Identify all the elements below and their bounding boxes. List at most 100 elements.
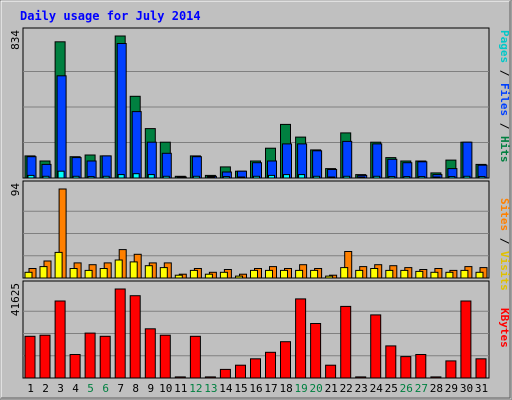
bar-sites-day-3 bbox=[54, 251, 63, 279]
y-max-label-1: 834 bbox=[9, 30, 22, 50]
svg-text:Sites / Visits: Sites / Visits bbox=[498, 198, 511, 291]
x-label-day-21: 21 bbox=[325, 382, 338, 395]
bar-sites-day-1 bbox=[24, 271, 33, 279]
bar-pages-day-24 bbox=[373, 175, 381, 179]
bar-pages-day-5 bbox=[87, 176, 95, 179]
bar-files-day-20 bbox=[312, 150, 323, 179]
bar-pages-day-30 bbox=[463, 175, 471, 179]
bar-sites-day-7 bbox=[114, 259, 123, 279]
bar-pages-day-1 bbox=[27, 174, 35, 179]
x-label-day-17: 17 bbox=[264, 382, 277, 395]
bar-files-day-22 bbox=[342, 140, 353, 179]
bar-pages-day-2 bbox=[42, 175, 50, 179]
bar-sites-day-2 bbox=[39, 266, 48, 279]
x-label-day-5: 5 bbox=[87, 382, 94, 395]
legend-sites-visits: Sites / Visits bbox=[498, 198, 511, 291]
bar-kbytes-day-14 bbox=[219, 368, 231, 379]
x-label-day-10: 10 bbox=[159, 382, 172, 395]
bar-pages-day-20 bbox=[313, 175, 321, 179]
bar-kbytes-day-25 bbox=[385, 345, 397, 379]
bar-files-day-26 bbox=[402, 162, 413, 179]
bar-pages-day-9 bbox=[147, 174, 155, 179]
bar-sites-day-21 bbox=[325, 275, 334, 279]
x-label-day-16: 16 bbox=[249, 382, 262, 395]
bar-kbytes-day-18 bbox=[280, 341, 291, 379]
bar-pages-day-17 bbox=[268, 174, 275, 179]
x-label-day-20: 20 bbox=[309, 382, 322, 395]
bar-pages-day-6 bbox=[102, 175, 110, 179]
bar-sites-day-10 bbox=[159, 267, 168, 279]
bar-kbytes-day-24 bbox=[370, 314, 382, 379]
x-label-day-13: 13 bbox=[204, 382, 217, 395]
bar-pages-day-10 bbox=[162, 175, 170, 179]
x-label-day-18: 18 bbox=[279, 382, 292, 395]
bar-pages-day-28 bbox=[433, 176, 441, 179]
bar-pages-day-19 bbox=[298, 174, 306, 179]
bar-kbytes-day-16 bbox=[250, 358, 261, 379]
bar-sites-day-25 bbox=[385, 269, 394, 279]
bar-kbytes-day-27 bbox=[415, 354, 427, 379]
x-label-day-14: 14 bbox=[219, 382, 233, 395]
bar-pages-day-26 bbox=[403, 176, 411, 179]
bar-kbytes-day-7 bbox=[114, 288, 126, 379]
bar-files-day-16 bbox=[252, 162, 262, 179]
bar-pages-day-4 bbox=[72, 175, 80, 179]
x-label-day-3: 3 bbox=[57, 382, 64, 395]
bar-kbytes-day-28 bbox=[430, 376, 442, 379]
bar-pages-day-7 bbox=[117, 174, 125, 179]
legend-kbytes-label: KBytes bbox=[498, 308, 511, 348]
bar-sites-day-13 bbox=[204, 273, 213, 279]
bar-sites-day-11 bbox=[174, 274, 183, 279]
bar-kbytes-day-19 bbox=[295, 298, 307, 379]
bar-files-day-6 bbox=[101, 155, 112, 179]
bar-pages-day-11 bbox=[177, 176, 185, 179]
x-label-day-24: 24 bbox=[370, 382, 384, 395]
bar-kbytes-day-3 bbox=[54, 300, 66, 379]
bar-kbytes-day-15 bbox=[235, 364, 246, 379]
x-label-day-30: 30 bbox=[460, 382, 473, 395]
bar-kbytes-day-12 bbox=[189, 335, 201, 379]
bar-kbytes-day-31 bbox=[475, 358, 487, 379]
bar-sites-day-17 bbox=[265, 269, 273, 279]
bar-files-day-7 bbox=[116, 43, 127, 179]
bar-pages-day-22 bbox=[343, 175, 351, 179]
bar-kbytes-day-4 bbox=[69, 354, 81, 379]
bar-files-day-9 bbox=[146, 141, 157, 179]
bar-pages-day-15 bbox=[238, 176, 245, 179]
legend-visits: Visits bbox=[498, 251, 511, 291]
svg-text:KBytes: KBytes bbox=[498, 308, 511, 348]
bar-kbytes-day-6 bbox=[99, 335, 111, 379]
bar-kbytes-day-20 bbox=[310, 323, 322, 379]
x-label-day-1: 1 bbox=[27, 382, 34, 395]
bar-files-day-8 bbox=[131, 111, 142, 179]
bar-kbytes-day-29 bbox=[445, 360, 457, 379]
bar-pages-day-16 bbox=[253, 175, 260, 179]
bar-sites-day-15 bbox=[235, 275, 243, 279]
bar-pages-day-3 bbox=[57, 170, 65, 179]
bar-kbytes-day-30 bbox=[460, 300, 472, 379]
bar-files-day-24 bbox=[372, 143, 383, 179]
bar-kbytes-day-13 bbox=[204, 376, 216, 379]
bar-pages-day-23 bbox=[358, 176, 366, 179]
x-label-day-8: 8 bbox=[132, 382, 139, 395]
bar-sites-day-14 bbox=[219, 271, 228, 279]
legend-pages-files-hits: Pages / Files / Hits bbox=[498, 30, 511, 163]
bar-pages-day-18 bbox=[283, 174, 290, 179]
bar-sites-day-28 bbox=[430, 271, 439, 279]
x-label-day-6: 6 bbox=[102, 382, 109, 395]
bar-sites-day-27 bbox=[415, 270, 424, 279]
bar-pages-day-25 bbox=[388, 176, 396, 179]
legend-sites: Sites bbox=[498, 198, 511, 231]
x-label-day-26: 26 bbox=[400, 382, 413, 395]
svg-text:Pages / Files / Hits: Pages / Files / Hits bbox=[498, 30, 511, 163]
panel-1: 834 bbox=[9, 27, 490, 179]
chart-title: Daily usage for July 2014 bbox=[20, 9, 201, 23]
bar-files-day-27 bbox=[417, 161, 428, 179]
legend-kbytes: KBytes bbox=[498, 308, 511, 348]
bar-sites-day-5 bbox=[84, 269, 93, 279]
bar-pages-day-27 bbox=[418, 176, 426, 179]
bar-kbytes-day-23 bbox=[355, 376, 367, 379]
bar-kbytes-day-2 bbox=[39, 334, 51, 379]
x-label-day-2: 2 bbox=[42, 382, 49, 395]
bar-sites-day-4 bbox=[69, 268, 78, 279]
